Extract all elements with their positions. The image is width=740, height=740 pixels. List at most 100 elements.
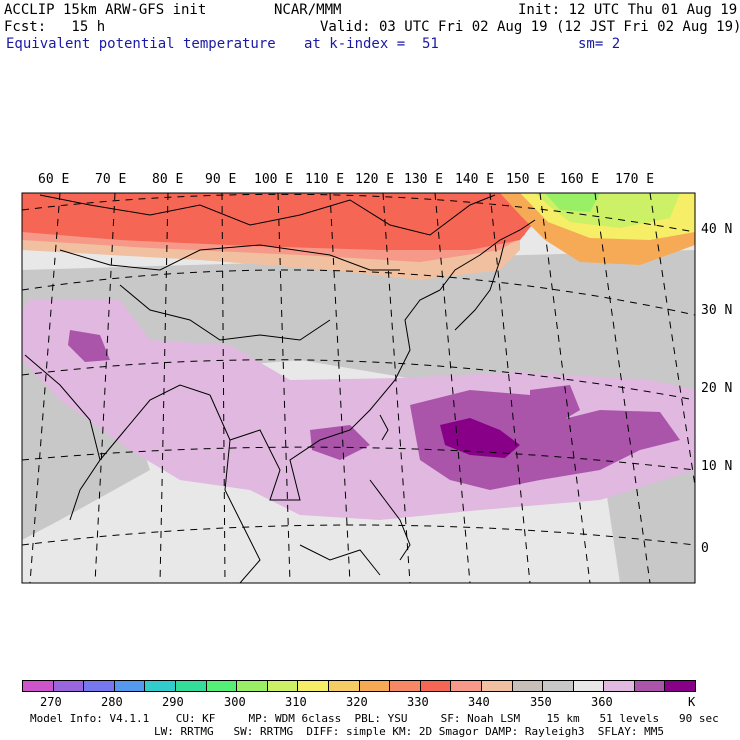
valid-time: Valid: 03 UTC Fri 02 Aug 19 (12 JST Fri … <box>320 19 740 35</box>
lon-label: 150 E <box>506 172 546 187</box>
colorbar-swatch <box>206 681 238 691</box>
parallel-10N <box>22 446 695 471</box>
meridian-170E <box>649 193 695 489</box>
coastlines <box>24 194 536 583</box>
border-himalaya <box>119 284 331 341</box>
colorbar-swatch <box>145 681 176 691</box>
meridian-90E <box>221 193 226 583</box>
colorbar-swatch <box>512 681 544 691</box>
colorbar-swatch <box>573 681 605 691</box>
colorbar-swatch <box>84 681 115 691</box>
colorbar-label: 270 <box>40 695 62 709</box>
meridian-100E <box>277 193 291 583</box>
colorbar-label: 290 <box>162 695 184 709</box>
parallel-0 <box>22 524 695 546</box>
lat-label: 30 N <box>701 303 733 318</box>
colorbar-swatch <box>298 681 329 691</box>
level-label: at k-index = 51 <box>304 36 439 52</box>
border-china-north <box>59 244 400 271</box>
colorbar-swatch <box>23 681 54 691</box>
lon-label: 120 E <box>355 172 395 187</box>
theta-e-field <box>22 193 695 583</box>
colorbar-label: 320 <box>346 695 368 709</box>
colorbar-label: 340 <box>468 695 490 709</box>
colorbar-swatch <box>604 681 635 691</box>
lon-label: 130 E <box>404 172 444 187</box>
lon-label: 90 E <box>205 172 237 187</box>
meridian-60E <box>29 193 61 583</box>
field-purple-wp <box>530 385 580 425</box>
colorbar-unit: K <box>688 695 696 709</box>
init-time: Init: 12 UTC Thu 01 Aug 19 <box>518 2 738 18</box>
colorbar-swatch <box>390 681 421 691</box>
colorbar <box>22 680 696 692</box>
field-red-band <box>22 193 540 250</box>
model-info-line1: Model Info: V4.1.1 CU: KF MP: WDM 6class… <box>30 712 719 725</box>
colorbar-label: 330 <box>407 695 429 709</box>
coast-borneo <box>299 544 381 576</box>
field-purple-scs <box>310 425 370 460</box>
field-name: Equivalent potential temperature <box>6 36 276 52</box>
coast-korea <box>439 219 536 291</box>
parallel-30N <box>22 269 695 316</box>
colorbar-swatch <box>543 681 574 691</box>
lat-label: 40 N <box>701 222 733 237</box>
field-purple <box>410 390 680 490</box>
smoothing-label: sm= 2 <box>578 36 621 52</box>
colorbar-swatch <box>481 681 513 691</box>
coast-burma <box>209 394 261 583</box>
lat-label: 10 N <box>701 459 733 474</box>
meridian-110E <box>329 193 351 583</box>
meridian-160E <box>594 193 651 583</box>
lon-label: 140 E <box>455 172 495 187</box>
colorbar-swatch <box>451 681 482 691</box>
graticule <box>22 193 695 583</box>
colorbar-label: 350 <box>530 695 552 709</box>
lon-label: 110 E <box>305 172 345 187</box>
meridian-140E <box>489 193 531 583</box>
coast-india-west <box>24 354 101 521</box>
field-darkpurple-core <box>440 418 520 458</box>
lon-label: 70 E <box>95 172 127 187</box>
lat-label: 0 <box>701 541 709 556</box>
field-green-ne <box>545 193 600 212</box>
coast-japan <box>454 239 506 331</box>
lon-label: 80 E <box>152 172 184 187</box>
colorbar-swatch <box>267 681 299 691</box>
meridian-150E <box>539 193 591 583</box>
colorbar-swatch <box>175 681 207 691</box>
colorbar-swatch <box>328 681 360 691</box>
meridian-80E <box>159 193 169 583</box>
parallel-40N <box>22 193 695 233</box>
colorbar-swatch <box>665 681 696 691</box>
colorbar-label: 310 <box>285 695 307 709</box>
field-purple-india <box>68 330 110 362</box>
coast-china-east <box>229 289 441 501</box>
colorbar-label: 280 <box>101 695 123 709</box>
meridian-130E <box>434 193 471 583</box>
colorbar-label: 300 <box>224 695 246 709</box>
coast-taiwan <box>379 414 389 441</box>
lon-label: 100 E <box>254 172 294 187</box>
border-russia <box>39 194 496 236</box>
lon-label: 160 E <box>560 172 600 187</box>
forecast-hour: Fcst: 15 h <box>4 19 106 35</box>
lon-label: 60 E <box>38 172 70 187</box>
colorbar-swatch <box>634 681 666 691</box>
coast-philippines <box>369 479 411 561</box>
lat-label: 20 N <box>701 381 733 396</box>
lon-label: 170 E <box>615 172 655 187</box>
source-label: NCAR/MMM <box>274 2 342 18</box>
colorbar-swatch <box>237 681 268 691</box>
model-info-line2: LW: RRTMG SW: RRTMG DIFF: simple KM: 2D … <box>154 725 664 738</box>
meridian-70E <box>94 193 116 583</box>
meridian-120E <box>382 193 411 583</box>
map-frame <box>21 192 696 584</box>
parallel-20N <box>22 359 695 401</box>
colorbar-label: 360 <box>591 695 613 709</box>
model-title: ACCLIP 15km ARW-GFS init <box>4 2 207 18</box>
colorbar-swatch <box>114 681 146 691</box>
colorbar-swatch <box>53 681 85 691</box>
colorbar-swatch <box>359 681 391 691</box>
